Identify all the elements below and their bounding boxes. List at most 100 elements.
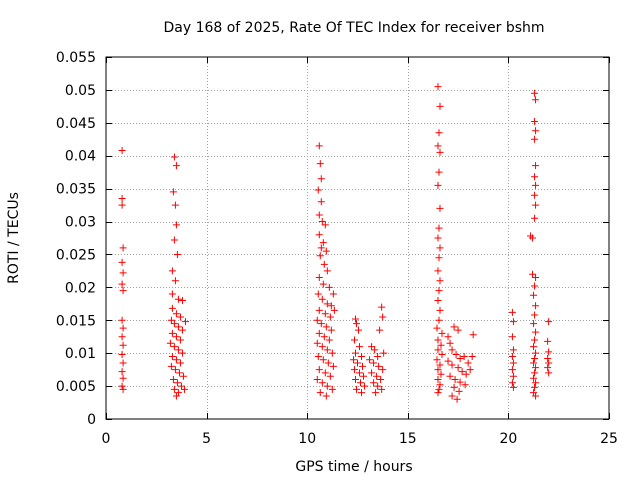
data-point: [531, 311, 539, 319]
data-point: [435, 224, 443, 232]
data-point: [118, 368, 126, 376]
data-point: [508, 333, 516, 341]
data-point: [446, 372, 454, 380]
data-point: [434, 366, 442, 374]
data-point: [178, 297, 186, 305]
data-point: [168, 329, 176, 337]
data-point: [532, 273, 540, 281]
data-point: [355, 326, 363, 334]
data-point: [529, 270, 537, 278]
data-point: [328, 349, 336, 357]
data-point: [468, 352, 476, 360]
data-point: [168, 267, 176, 275]
data-point: [446, 339, 454, 347]
data-point: [545, 318, 553, 326]
data-point: [508, 379, 516, 387]
data-point: [170, 343, 178, 351]
data-point: [320, 333, 328, 341]
data-point: [433, 356, 441, 364]
y-axis-title: ROTI / TECUs: [6, 192, 22, 284]
data-point: [544, 354, 552, 362]
data-point: [435, 168, 443, 176]
data-point: [434, 346, 442, 354]
data-point: [530, 320, 538, 328]
data-point: [321, 369, 329, 377]
data-point: [351, 349, 359, 357]
data-point: [531, 336, 539, 344]
data-point: [170, 153, 178, 161]
data-point: [167, 316, 175, 324]
data-point: [469, 331, 477, 339]
data-point: [358, 352, 366, 360]
data-point: [351, 315, 359, 323]
data-point: [454, 326, 462, 334]
data-point: [168, 352, 176, 360]
data-point: [167, 362, 175, 370]
data-point: [329, 290, 337, 298]
data-point: [370, 359, 378, 367]
data-point: [434, 297, 442, 305]
data-point: [509, 372, 517, 380]
data-point: [118, 316, 126, 324]
y-tick-label: 0.02: [65, 280, 96, 296]
data-point: [508, 352, 516, 360]
data-point: [319, 356, 327, 364]
data-point: [174, 323, 182, 331]
y-tick-label: 0.01: [65, 346, 96, 362]
data-point: [434, 142, 442, 150]
data-point: [531, 383, 539, 391]
data-point: [531, 354, 539, 362]
data-point: [314, 352, 322, 360]
x-tick-label: 10: [298, 431, 316, 447]
data-point: [532, 392, 540, 400]
data-point: [315, 306, 323, 314]
data-point: [378, 385, 386, 393]
data-point: [319, 280, 327, 288]
data-point: [328, 385, 336, 393]
data-point: [176, 359, 184, 367]
data-point: [321, 221, 329, 229]
data-point: [530, 291, 538, 299]
y-tick-label: 0.03: [65, 215, 96, 231]
data-point: [435, 287, 443, 295]
data-point: [315, 211, 323, 219]
y-tick-label: 0.04: [65, 149, 96, 165]
data-point: [448, 346, 456, 354]
data-point: [169, 188, 177, 196]
data-point: [438, 329, 446, 337]
data-point: [532, 127, 540, 135]
plot-area-frame: [105, 56, 610, 420]
data-points: [118, 83, 553, 403]
data-point: [508, 308, 516, 316]
data-point: [368, 343, 376, 351]
data-point: [433, 324, 441, 332]
data-point: [451, 376, 459, 384]
y-tick-label: 0.055: [56, 50, 96, 66]
data-point: [317, 198, 325, 206]
data-point: [436, 204, 444, 212]
data-point: [177, 382, 185, 390]
data-point: [532, 379, 540, 387]
data-point: [318, 343, 326, 351]
data-point: [325, 336, 333, 344]
data-point: [354, 359, 361, 367]
data-point: [434, 83, 442, 91]
data-point: [316, 160, 324, 168]
data-point: [316, 389, 324, 397]
data-point: [173, 250, 181, 258]
data-point: [450, 383, 458, 391]
data-point: [315, 142, 323, 150]
x-tick-label: 0: [102, 431, 111, 447]
y-tick-label: 0.05: [65, 83, 96, 99]
data-point: [178, 349, 186, 357]
data-point: [380, 349, 388, 357]
data-point: [509, 383, 517, 391]
data-point: [118, 146, 126, 154]
data-point: [359, 362, 367, 370]
data-point: [532, 328, 540, 336]
data-point: [532, 349, 540, 357]
data-point: [322, 247, 330, 255]
data-point: [166, 339, 174, 347]
data-point: [350, 336, 358, 344]
data-point: [315, 273, 323, 281]
